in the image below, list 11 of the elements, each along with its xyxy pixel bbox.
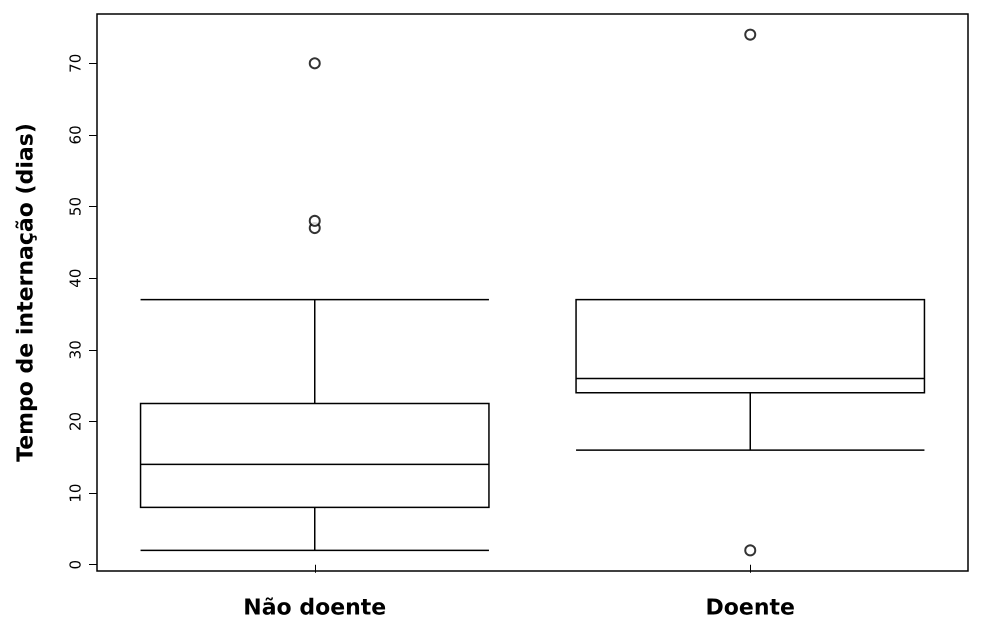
y-tick-label: 60: [66, 125, 84, 144]
y-tick-label: 0: [66, 560, 84, 570]
y-tick-label: 30: [66, 340, 84, 360]
y-tick-label: 20: [66, 412, 84, 431]
y-tick-label: 40: [66, 268, 84, 288]
y-axis-title: Tempo de internação (dias): [14, 123, 38, 462]
y-tick-label: 70: [66, 54, 84, 73]
y-tick-label: 50: [66, 196, 84, 216]
y-tick-label: 10: [66, 484, 84, 503]
x-tick-label: Não doente: [243, 596, 386, 620]
x-tick-label: Doente: [706, 596, 795, 620]
